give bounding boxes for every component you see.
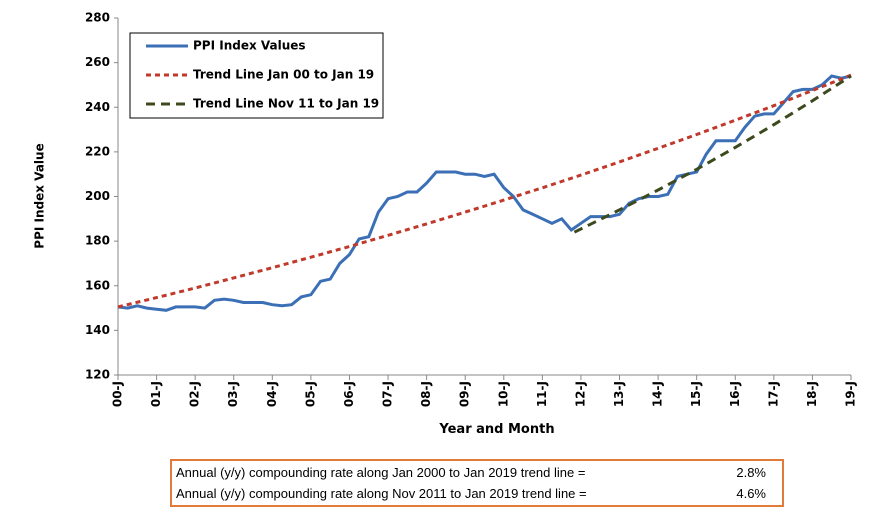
x-tick-label: 10-J xyxy=(496,381,510,407)
y-tick-label: 160 xyxy=(85,278,110,292)
y-tick-label: 120 xyxy=(85,368,110,382)
series-line xyxy=(117,74,852,312)
y-tick-label: 280 xyxy=(85,11,110,25)
chart: PPI Index Value Year and Month 120 140 160… xyxy=(33,11,858,438)
note-rate: 4.6% xyxy=(736,486,766,501)
y-tick-label: 220 xyxy=(85,144,110,158)
note-row: Annual (y/y) compounding rate along Jan … xyxy=(176,462,778,483)
x-tick-label: 06-J xyxy=(342,381,356,407)
notes-box: Annual (y/y) compounding rate along Jan … xyxy=(170,459,784,507)
legend-label: Trend Line Jan 00 to Jan 19 xyxy=(193,68,374,82)
x-tick-label: 18-J xyxy=(805,381,819,407)
x-tick-label: 15-J xyxy=(689,381,703,407)
x-tick-label: 12-J xyxy=(573,381,587,407)
x-tick-label: 08-J xyxy=(419,381,433,407)
note-row: Annual (y/y) compounding rate along Nov … xyxy=(176,483,778,504)
x-tick-label: 04-J xyxy=(265,381,279,407)
legend-label: PPI Index Values xyxy=(193,39,306,53)
x-tick-label: 14-J xyxy=(651,381,665,407)
y-tick-label: 260 xyxy=(85,55,110,69)
x-tick-label: 17-J xyxy=(766,381,780,407)
x-tick-label: 00-J xyxy=(111,381,125,407)
y-tick-label: 240 xyxy=(85,100,110,114)
series-line xyxy=(573,74,852,234)
y-axis-title: PPI Index Value xyxy=(33,143,47,248)
x-tick-label: 02-J xyxy=(188,381,202,407)
x-tick-label: 07-J xyxy=(381,381,395,407)
legend: PPI Index Values Trend Line Jan 00 to Jan… xyxy=(129,32,384,119)
y-tick-label: 180 xyxy=(85,234,110,248)
x-tick-label: 16-J xyxy=(728,381,742,407)
series-line xyxy=(117,73,852,309)
x-tick-label: 13-J xyxy=(612,381,626,407)
note-text: Annual (y/y) compounding rate along Nov … xyxy=(176,486,587,501)
legend-label: Trend Line Nov 11 to Jan 19 xyxy=(193,97,379,111)
x-tick-label: 11-J xyxy=(535,381,549,407)
x-tick-label: 09-J xyxy=(458,381,472,407)
x-tick-label: 19-J xyxy=(844,381,858,407)
x-tick-label: 03-J xyxy=(226,381,240,407)
y-tick-label: 140 xyxy=(85,323,110,337)
note-text: Annual (y/y) compounding rate along Jan … xyxy=(176,465,586,480)
x-tick-label: 01-J xyxy=(149,381,163,407)
y-tick-label: 200 xyxy=(85,189,110,203)
note-rate: 2.8% xyxy=(736,465,766,480)
x-axis-title: Year and Month xyxy=(438,422,554,437)
x-tick-label: 05-J xyxy=(303,381,317,407)
